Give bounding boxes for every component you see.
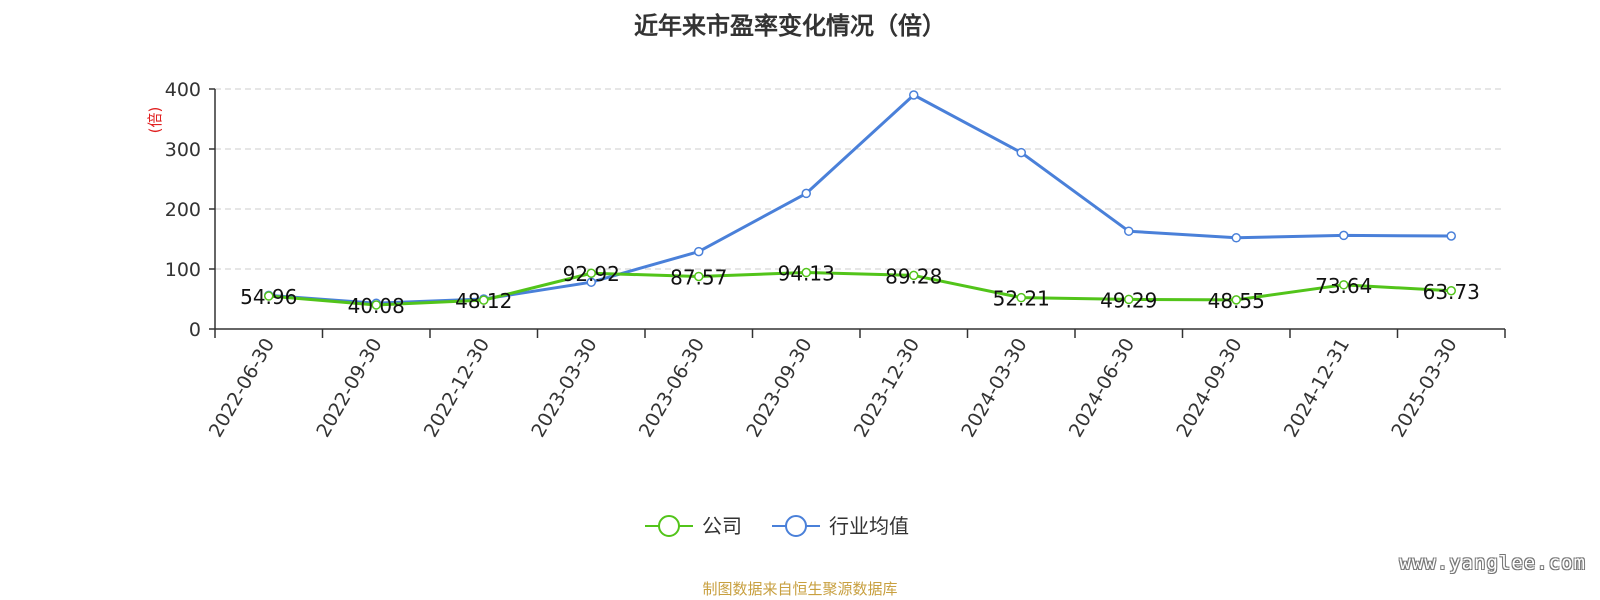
data-point [1124, 226, 1134, 236]
data-point [1016, 292, 1026, 303]
data-point [1231, 233, 1241, 243]
series-group [264, 90, 1456, 310]
y-tick-label: 0 [189, 319, 201, 341]
x-tick-label: 2023-12-30 [850, 335, 924, 442]
series-line [268, 271, 1452, 307]
data-point [694, 271, 704, 282]
legend-marker [658, 515, 680, 537]
data-point [694, 246, 704, 257]
data-point [586, 277, 596, 287]
x-tick-label: 2022-06-30 [205, 335, 279, 442]
y-tick-label: 200 [165, 199, 201, 221]
data-point [909, 90, 919, 100]
data-point [479, 295, 489, 305]
grid-lines [215, 88, 1505, 270]
data-label: 92.92 [563, 262, 620, 286]
data-point [1446, 231, 1456, 241]
data-labels: 54.96 40.08 48.12 92.92 87.57 94.13 89.28 52.21… [240, 262, 1480, 318]
data-point [586, 268, 596, 278]
data-label: 52.21 [993, 287, 1050, 311]
y-tick-label: 400 [165, 79, 201, 101]
legend-marker [785, 515, 807, 537]
data-label: 48.55 [1208, 289, 1265, 313]
x-tick-label: 2025-03-30 [1387, 335, 1461, 442]
data-point [1231, 295, 1241, 305]
watermark: www.yanglee.com [1399, 552, 1586, 574]
x-tick-label: 2024-12-31 [1280, 335, 1354, 442]
legend-label: 公司 [702, 514, 742, 538]
x-tick-label: 2023-09-30 [742, 335, 816, 442]
data-label: 89.28 [885, 264, 942, 288]
x-tick-label: 2023-06-30 [635, 335, 709, 442]
legend-label: 行业均值 [829, 514, 909, 538]
series-line [268, 93, 1452, 305]
chart-title: 近年来市盈率变化情况（倍） [634, 12, 946, 40]
data-point [801, 188, 811, 199]
data-point [264, 291, 274, 301]
data-point [1339, 230, 1349, 241]
x-tick-label: 2022-12-30 [420, 335, 494, 442]
y-tick-label: 300 [165, 139, 201, 161]
data-label: 94.13 [778, 262, 835, 286]
data-label: 48.12 [455, 289, 512, 313]
source-note: 制图数据来自恒生聚源数据库 [702, 580, 898, 598]
data-point [371, 300, 381, 310]
x-tick-label: 2024-09-30 [1172, 335, 1246, 442]
data-point [909, 270, 919, 281]
data-label: 63.73 [1423, 280, 1480, 304]
x-tick-label: 2023-03-30 [527, 335, 601, 442]
data-point [801, 267, 811, 278]
data-label: 73.64 [1315, 274, 1372, 298]
legend: 公司 行业均值 [645, 514, 909, 538]
data-point [1016, 147, 1026, 158]
x-tick-label: 2024-03-30 [957, 335, 1031, 442]
data-point [1446, 286, 1456, 296]
x-tick-label: 2024-06-30 [1065, 335, 1139, 442]
data-point [1339, 280, 1349, 290]
data-point [1124, 294, 1134, 305]
axes: 0 100 200 300 400(倍) 2022-06-30 2022-09-30 2022… [146, 79, 1506, 442]
y-tick-label: 100 [165, 259, 201, 281]
data-label: 54.96 [240, 285, 297, 309]
y-axis-unit-label: (倍) [146, 107, 164, 134]
x-tick-label: 2022-09-30 [312, 335, 386, 442]
data-label: 49.29 [1100, 288, 1157, 312]
data-label: 40.08 [348, 294, 405, 318]
data-label: 87.57 [670, 265, 727, 289]
